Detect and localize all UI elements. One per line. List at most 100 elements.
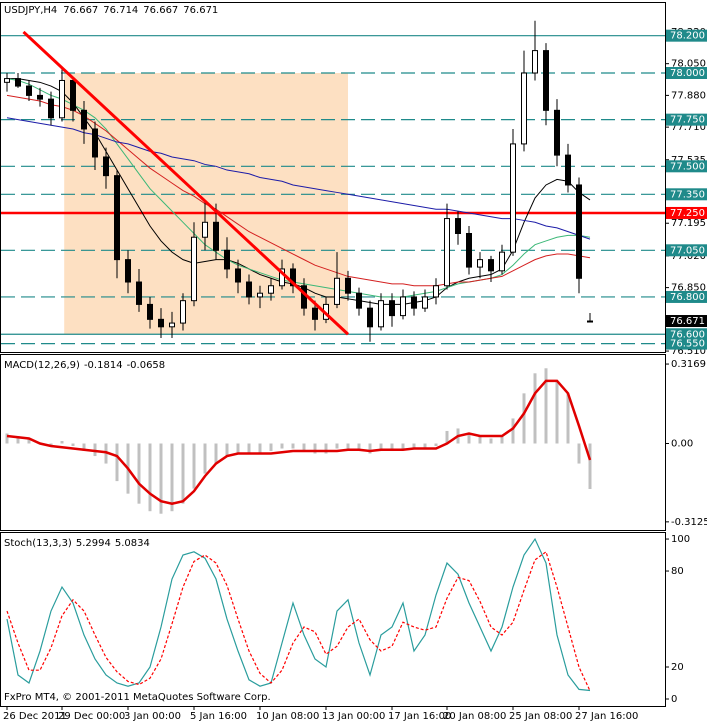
macd-bar: [467, 433, 471, 444]
level-label: 77.750: [670, 115, 705, 126]
macd-bar: [478, 435, 482, 444]
candle-body: [521, 72, 527, 145]
x-tick-label: 17 Jan 16:00: [388, 711, 451, 722]
macd-bar: [489, 438, 493, 444]
candle-body: [103, 156, 109, 177]
x-tick-label: 20 Jan 08:00: [443, 711, 506, 722]
macd-bar: [368, 443, 372, 454]
stoch-main-last: 5.2994: [76, 538, 111, 549]
x-tick-label: 10 Jan 08:00: [256, 711, 319, 722]
macd-bar: [445, 430, 449, 444]
level-label-box: [666, 188, 707, 201]
stoch-header: Stoch(13,3,3) 5.2994 5.0834: [4, 538, 150, 549]
macd-bar: [412, 443, 416, 449]
macd-bar: [555, 380, 559, 444]
candle-body: [378, 300, 384, 328]
candle-body: [554, 109, 560, 156]
candle-body: [422, 296, 428, 309]
macd-signal-line: [6, 379, 592, 505]
candle-body: [92, 128, 98, 158]
macd-bar: [170, 443, 174, 512]
candle-body: [180, 300, 186, 324]
level-label-box: [666, 113, 707, 126]
candle-body: [433, 285, 439, 298]
candle-body: [48, 98, 54, 119]
macd-bar: [16, 435, 20, 444]
macd-bar: [214, 443, 218, 464]
candle-body: [169, 322, 175, 328]
last-open: 76.667: [63, 5, 98, 16]
x-tick-label: 25 Jan 08:00: [509, 711, 572, 722]
footer: FxPro MT4, © 2001-2011 MetaQuotes Softwa…: [4, 692, 271, 703]
y-tick-label: 0.00: [671, 439, 693, 450]
macd-bar: [346, 443, 350, 449]
candle-body: [587, 320, 593, 323]
macd-bar: [335, 443, 339, 449]
candle-body: [37, 94, 43, 100]
macd-bar: [522, 393, 526, 444]
candle-body: [224, 249, 230, 270]
x-tick-label: 13 Jan 00:00: [322, 711, 385, 722]
y-tick-label: 77.195: [671, 218, 706, 229]
candle-body: [158, 318, 164, 328]
level-label: 78.200: [670, 31, 705, 42]
current-price-box: [666, 315, 707, 328]
candle-body: [257, 292, 263, 298]
macd-bar: [379, 443, 383, 452]
macd-bar: [269, 443, 273, 452]
level-label-box: [666, 290, 707, 303]
macd-bar: [280, 443, 284, 449]
candle-body: [389, 300, 395, 317]
candle-body: [576, 184, 582, 279]
macd-bar: [291, 443, 295, 449]
y-tick-label: 77.535: [671, 155, 706, 166]
stoch-line: [6, 550, 591, 692]
y-tick-label: 100: [671, 534, 690, 545]
candle-body: [81, 109, 87, 130]
candle-body: [356, 292, 362, 309]
y-tick-label: 77.880: [671, 90, 706, 101]
x-tick-label: 26 Dec 2011: [3, 711, 67, 722]
y-tick-label: 76.850: [671, 283, 706, 294]
macd-bar: [566, 393, 570, 444]
overlay-layer: 78.200 78.000 77.750 77.500 77.350 77.250 77.0…: [666, 29, 707, 350]
candle-body: [334, 277, 340, 305]
macd-main-last: -0.1814: [84, 360, 123, 371]
plot-layer: 78.22078.05077.88077.71077.53577.19577.0…: [1, 20, 707, 722]
candle-body: [345, 277, 351, 294]
candle-body: [565, 154, 571, 186]
candle-body: [444, 218, 450, 287]
symbol: USDJPY,H4: [4, 5, 57, 16]
macd-title: MACD(12,26,9): [4, 360, 80, 371]
macd-bar: [500, 435, 504, 444]
macd-panel-frame: [0, 354, 666, 531]
candle-body: [499, 251, 505, 272]
level-label: 77.350: [670, 189, 705, 200]
level-label-box: [666, 29, 707, 42]
level-label: 76.600: [670, 329, 705, 340]
macd-bar: [203, 443, 207, 474]
candle-body: [15, 78, 21, 87]
candle-body: [202, 221, 208, 238]
stoch-panel-frame: [0, 532, 666, 707]
moving-average: [6, 94, 591, 287]
candle-body: [26, 85, 32, 96]
candle-body: [268, 285, 274, 294]
macd-bar: [27, 438, 31, 444]
macd-bar: [115, 443, 119, 482]
macd-bar: [324, 443, 328, 454]
macd-bar: [390, 443, 394, 452]
price-header: USDJPY,H4 76.667 76.714 76.667 76.671: [4, 5, 218, 16]
level-label: 77.500: [670, 161, 705, 172]
candle-body: [114, 175, 120, 261]
level-label-box: [666, 206, 707, 219]
stoch-signal-last: 5.0834: [115, 538, 150, 549]
candle-body: [279, 268, 285, 287]
macd-bar: [313, 443, 317, 454]
last-close: 76.671: [183, 5, 218, 16]
macd-bar: [159, 443, 163, 514]
stoch-title: Stoch(13,3,3): [4, 538, 72, 549]
macd-bar: [258, 443, 262, 454]
